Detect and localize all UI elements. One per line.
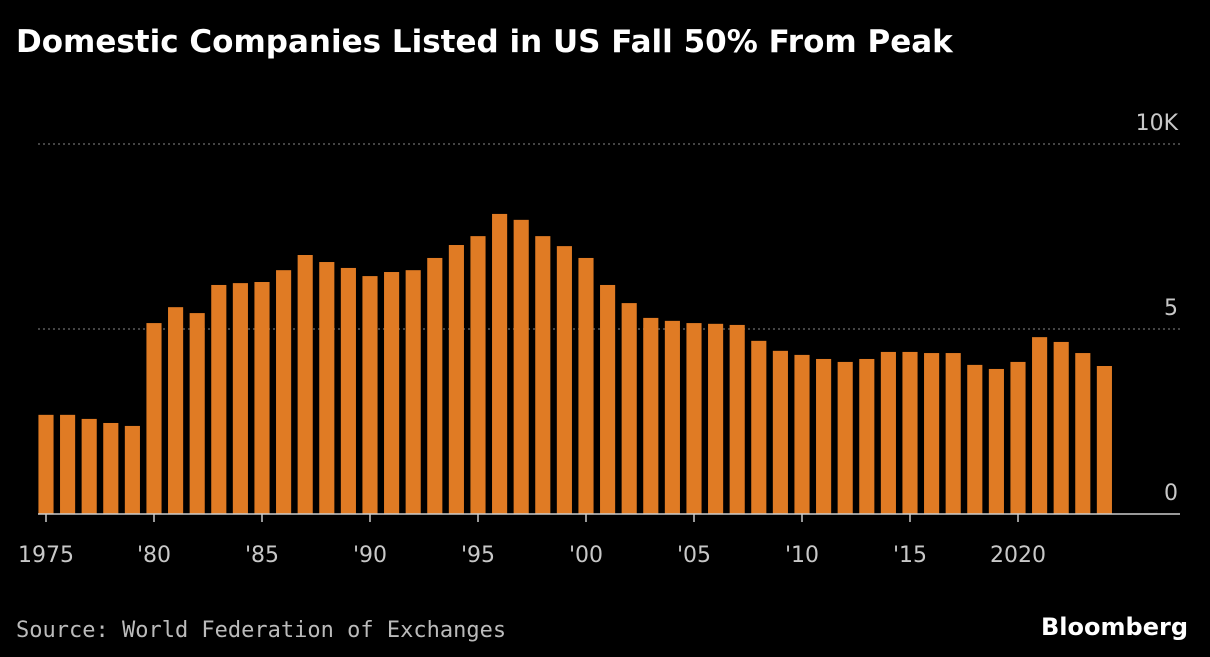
y-tick-label: 0 (1164, 481, 1178, 506)
bar (254, 282, 270, 514)
bar (168, 307, 184, 514)
bar (794, 354, 810, 514)
brand: Bloomberg (1041, 613, 1188, 641)
bar (880, 351, 896, 514)
bar (448, 245, 464, 514)
bar (103, 422, 119, 514)
x-tick-label: 1975 (18, 543, 74, 568)
bar (1010, 361, 1026, 514)
y-tick-label: 10K (1136, 111, 1179, 136)
x-tick-label: '95 (461, 543, 495, 568)
bar (729, 324, 745, 514)
bar (1096, 366, 1112, 514)
bar (340, 267, 356, 514)
bar (362, 276, 378, 514)
bar (535, 236, 551, 514)
bar (988, 368, 1004, 514)
bar (643, 317, 659, 514)
x-tick-label: '05 (677, 543, 711, 568)
bar (967, 364, 983, 514)
bar (513, 219, 529, 514)
bar (405, 270, 421, 514)
x-tick-label: '85 (245, 543, 279, 568)
bar (124, 425, 140, 514)
bar (427, 257, 443, 514)
bar (38, 414, 54, 514)
x-tick-label: '80 (137, 543, 171, 568)
bar (492, 213, 508, 514)
bar (1053, 341, 1069, 514)
bar (686, 323, 702, 514)
bar (384, 272, 400, 514)
bar (319, 262, 335, 514)
bar (60, 414, 76, 514)
bar (751, 340, 767, 514)
x-tick-label: '90 (353, 543, 387, 568)
bar (146, 323, 162, 514)
bar (816, 358, 832, 514)
y-tick-label: 5 (1164, 296, 1178, 321)
bar (621, 303, 637, 514)
chart-title: Domestic Companies Listed in US Fall 50%… (16, 24, 954, 60)
bar (297, 255, 313, 514)
bar (578, 257, 594, 514)
bar (600, 284, 616, 514)
x-tick-label: '00 (569, 543, 603, 568)
bar (924, 353, 940, 514)
bar (276, 270, 292, 514)
bar (945, 353, 961, 514)
x-tick-label: '15 (893, 543, 927, 568)
bar (664, 320, 680, 514)
bar (902, 351, 918, 514)
source: Source: World Federation of Exchanges (16, 618, 506, 643)
bar (1075, 353, 1091, 514)
bar (837, 361, 853, 514)
bar (232, 283, 248, 514)
bar (211, 284, 227, 514)
bar (470, 236, 486, 514)
bar (556, 246, 572, 514)
bar (772, 350, 788, 514)
bar (859, 358, 875, 514)
bar (81, 418, 97, 514)
bar (189, 313, 205, 514)
x-tick-label: '10 (785, 543, 819, 568)
bar (1032, 337, 1048, 514)
bar (708, 323, 724, 514)
x-tick-label: 2020 (990, 543, 1046, 568)
